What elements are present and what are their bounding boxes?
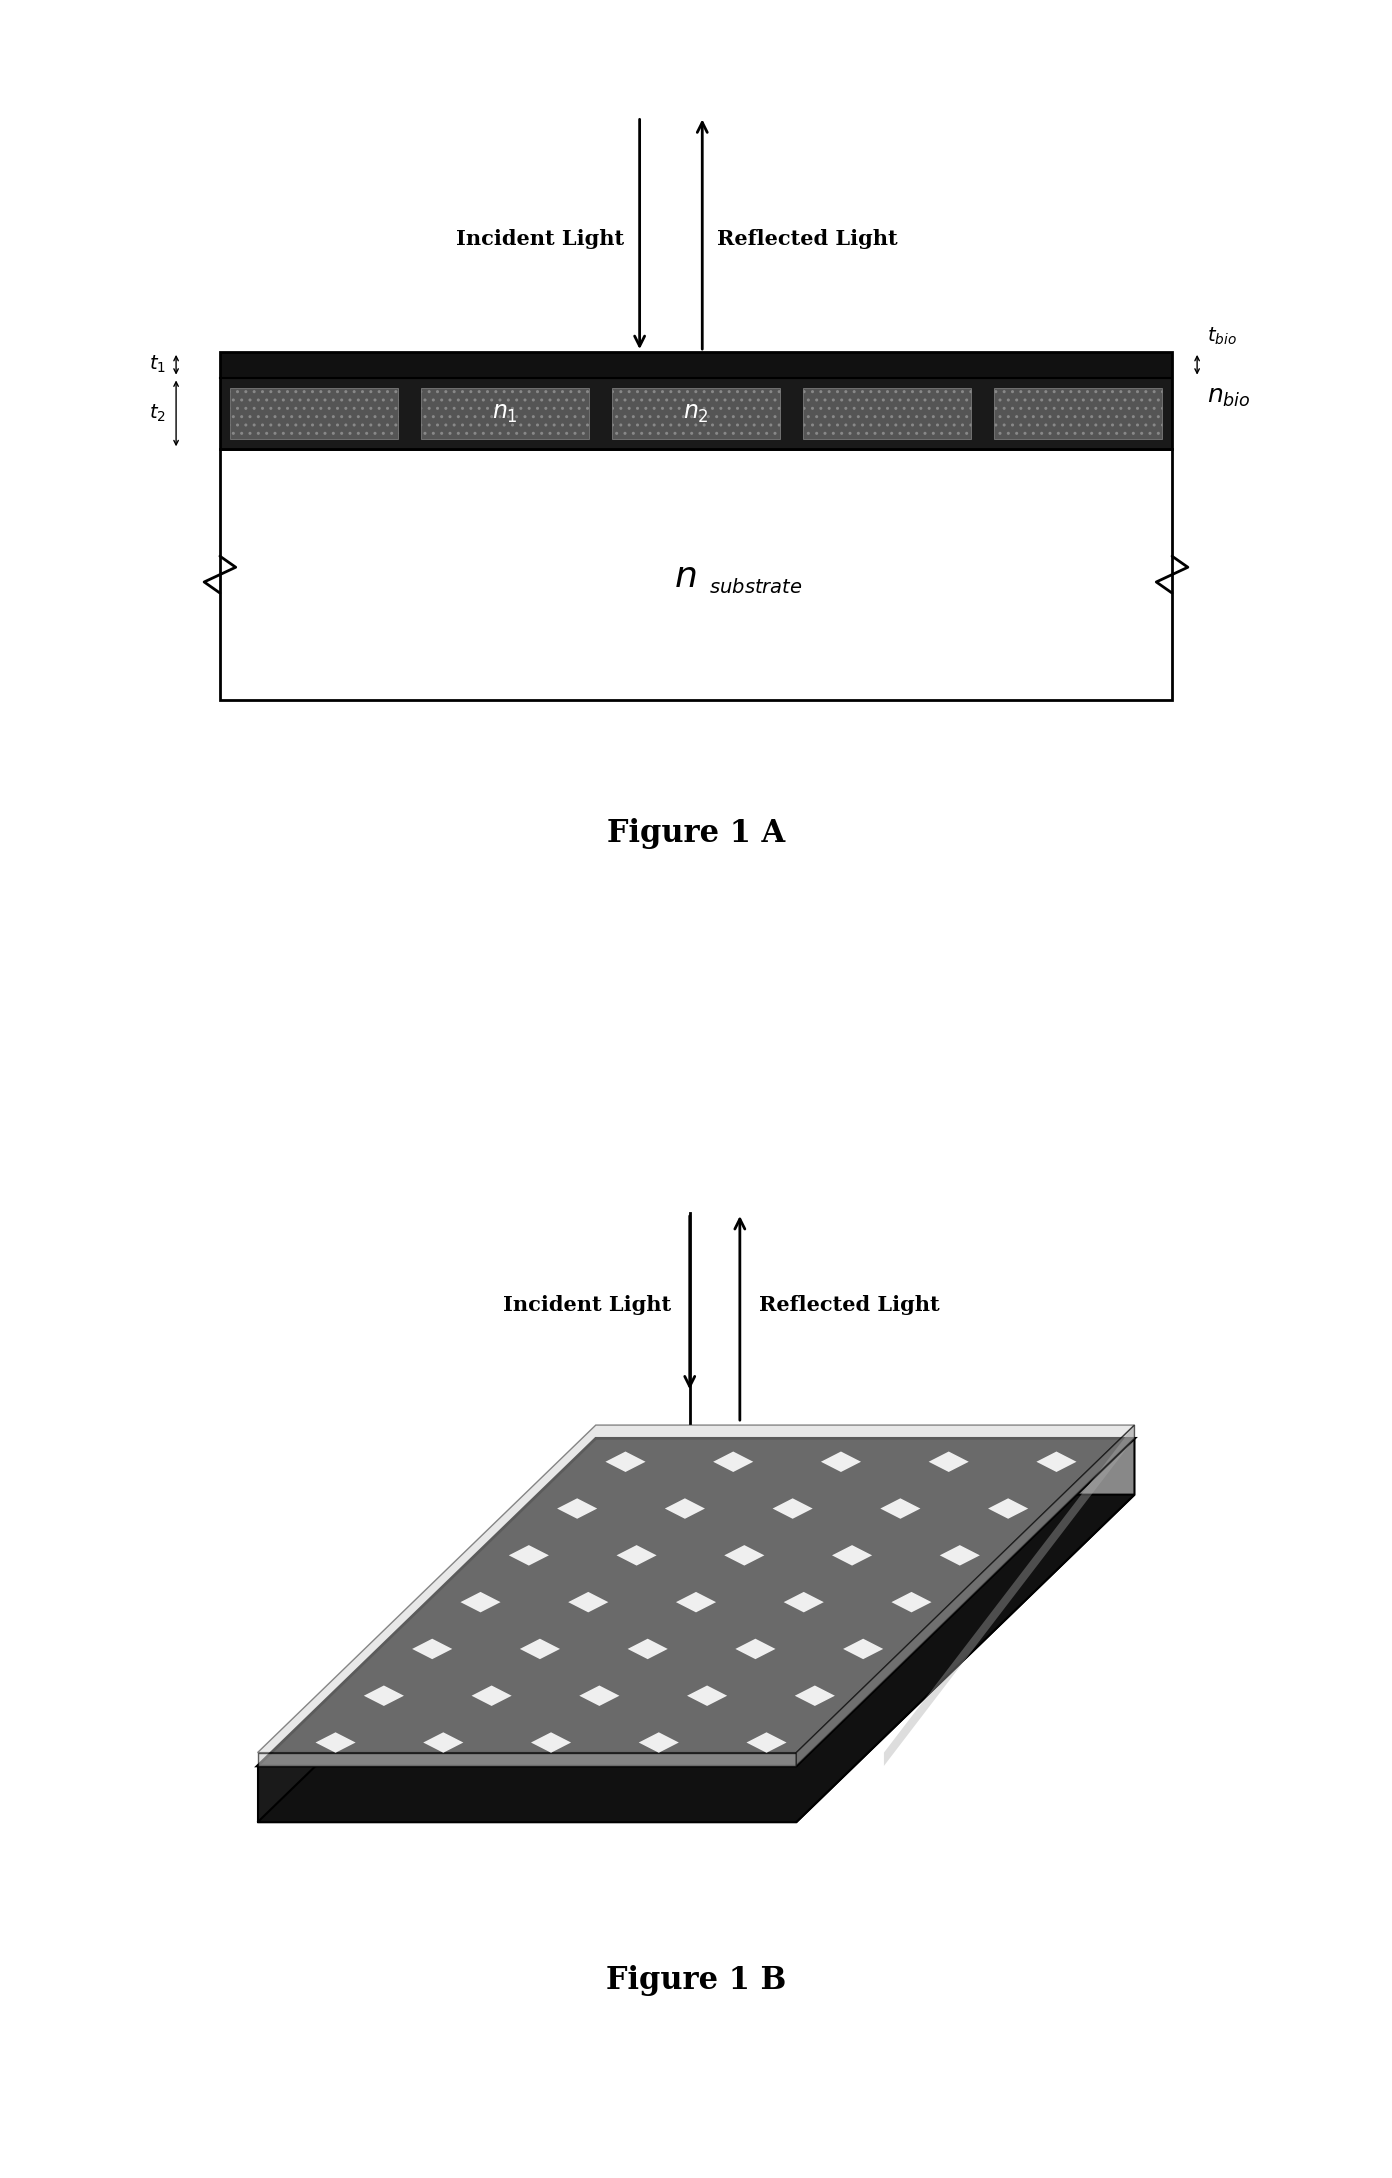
Polygon shape bbox=[568, 1592, 608, 1612]
Polygon shape bbox=[724, 1544, 764, 1566]
Polygon shape bbox=[821, 1451, 862, 1472]
Bar bbox=[230, 388, 398, 440]
Polygon shape bbox=[579, 1686, 619, 1705]
Polygon shape bbox=[735, 1638, 775, 1660]
Bar bbox=[420, 388, 589, 440]
Polygon shape bbox=[316, 1732, 355, 1753]
Polygon shape bbox=[519, 1638, 560, 1660]
Text: $t_2$: $t_2$ bbox=[149, 403, 166, 425]
Text: Figure 1 B: Figure 1 B bbox=[606, 1965, 786, 1997]
Text: $n$: $n$ bbox=[674, 560, 696, 595]
Polygon shape bbox=[530, 1732, 571, 1753]
Text: Figure 1 A: Figure 1 A bbox=[607, 817, 785, 849]
Text: $n_2$: $n_2$ bbox=[683, 401, 709, 425]
Polygon shape bbox=[617, 1544, 657, 1566]
Polygon shape bbox=[461, 1592, 501, 1612]
Polygon shape bbox=[258, 1753, 796, 1766]
Polygon shape bbox=[891, 1592, 931, 1612]
Bar bbox=[220, 449, 1172, 699]
Polygon shape bbox=[795, 1686, 835, 1705]
Polygon shape bbox=[258, 1437, 1134, 1766]
Polygon shape bbox=[773, 1498, 813, 1518]
Polygon shape bbox=[796, 1424, 1134, 1766]
Polygon shape bbox=[688, 1686, 727, 1705]
Text: Reflected Light: Reflected Light bbox=[759, 1296, 940, 1316]
Polygon shape bbox=[423, 1732, 464, 1753]
Polygon shape bbox=[796, 1437, 1134, 1823]
Text: $_{substrate}$: $_{substrate}$ bbox=[709, 568, 802, 597]
Bar bbox=[220, 353, 1172, 377]
Text: Reflected Light: Reflected Light bbox=[717, 229, 898, 248]
Text: $n_{bio}$: $n_{bio}$ bbox=[1207, 386, 1251, 409]
Polygon shape bbox=[880, 1498, 920, 1518]
Polygon shape bbox=[988, 1498, 1029, 1518]
Polygon shape bbox=[884, 1424, 1134, 1766]
Bar bbox=[803, 388, 972, 440]
Text: Incident Light: Incident Light bbox=[457, 229, 625, 248]
Polygon shape bbox=[258, 1766, 796, 1823]
Polygon shape bbox=[713, 1451, 753, 1472]
Text: Incident Light: Incident Light bbox=[503, 1296, 671, 1316]
Text: $n_1$: $n_1$ bbox=[493, 401, 518, 425]
Polygon shape bbox=[832, 1544, 873, 1566]
Bar bbox=[220, 377, 1172, 449]
Polygon shape bbox=[472, 1686, 512, 1705]
Polygon shape bbox=[940, 1544, 980, 1566]
Polygon shape bbox=[509, 1544, 548, 1566]
Polygon shape bbox=[628, 1638, 668, 1660]
Text: $t_{bio}$: $t_{bio}$ bbox=[1207, 325, 1237, 346]
Polygon shape bbox=[665, 1498, 704, 1518]
Bar bbox=[994, 388, 1162, 440]
Polygon shape bbox=[557, 1498, 597, 1518]
Polygon shape bbox=[258, 1494, 1134, 1823]
Polygon shape bbox=[1037, 1451, 1076, 1472]
Bar bbox=[612, 388, 780, 440]
Polygon shape bbox=[677, 1592, 715, 1612]
Polygon shape bbox=[928, 1451, 969, 1472]
Polygon shape bbox=[363, 1686, 404, 1705]
Polygon shape bbox=[639, 1732, 679, 1753]
Polygon shape bbox=[258, 1424, 1134, 1753]
Polygon shape bbox=[606, 1451, 646, 1472]
Polygon shape bbox=[746, 1732, 786, 1753]
Bar bbox=[220, 353, 1172, 449]
Polygon shape bbox=[412, 1638, 452, 1660]
Polygon shape bbox=[784, 1592, 824, 1612]
Polygon shape bbox=[844, 1638, 883, 1660]
Text: $t_1$: $t_1$ bbox=[149, 355, 166, 375]
